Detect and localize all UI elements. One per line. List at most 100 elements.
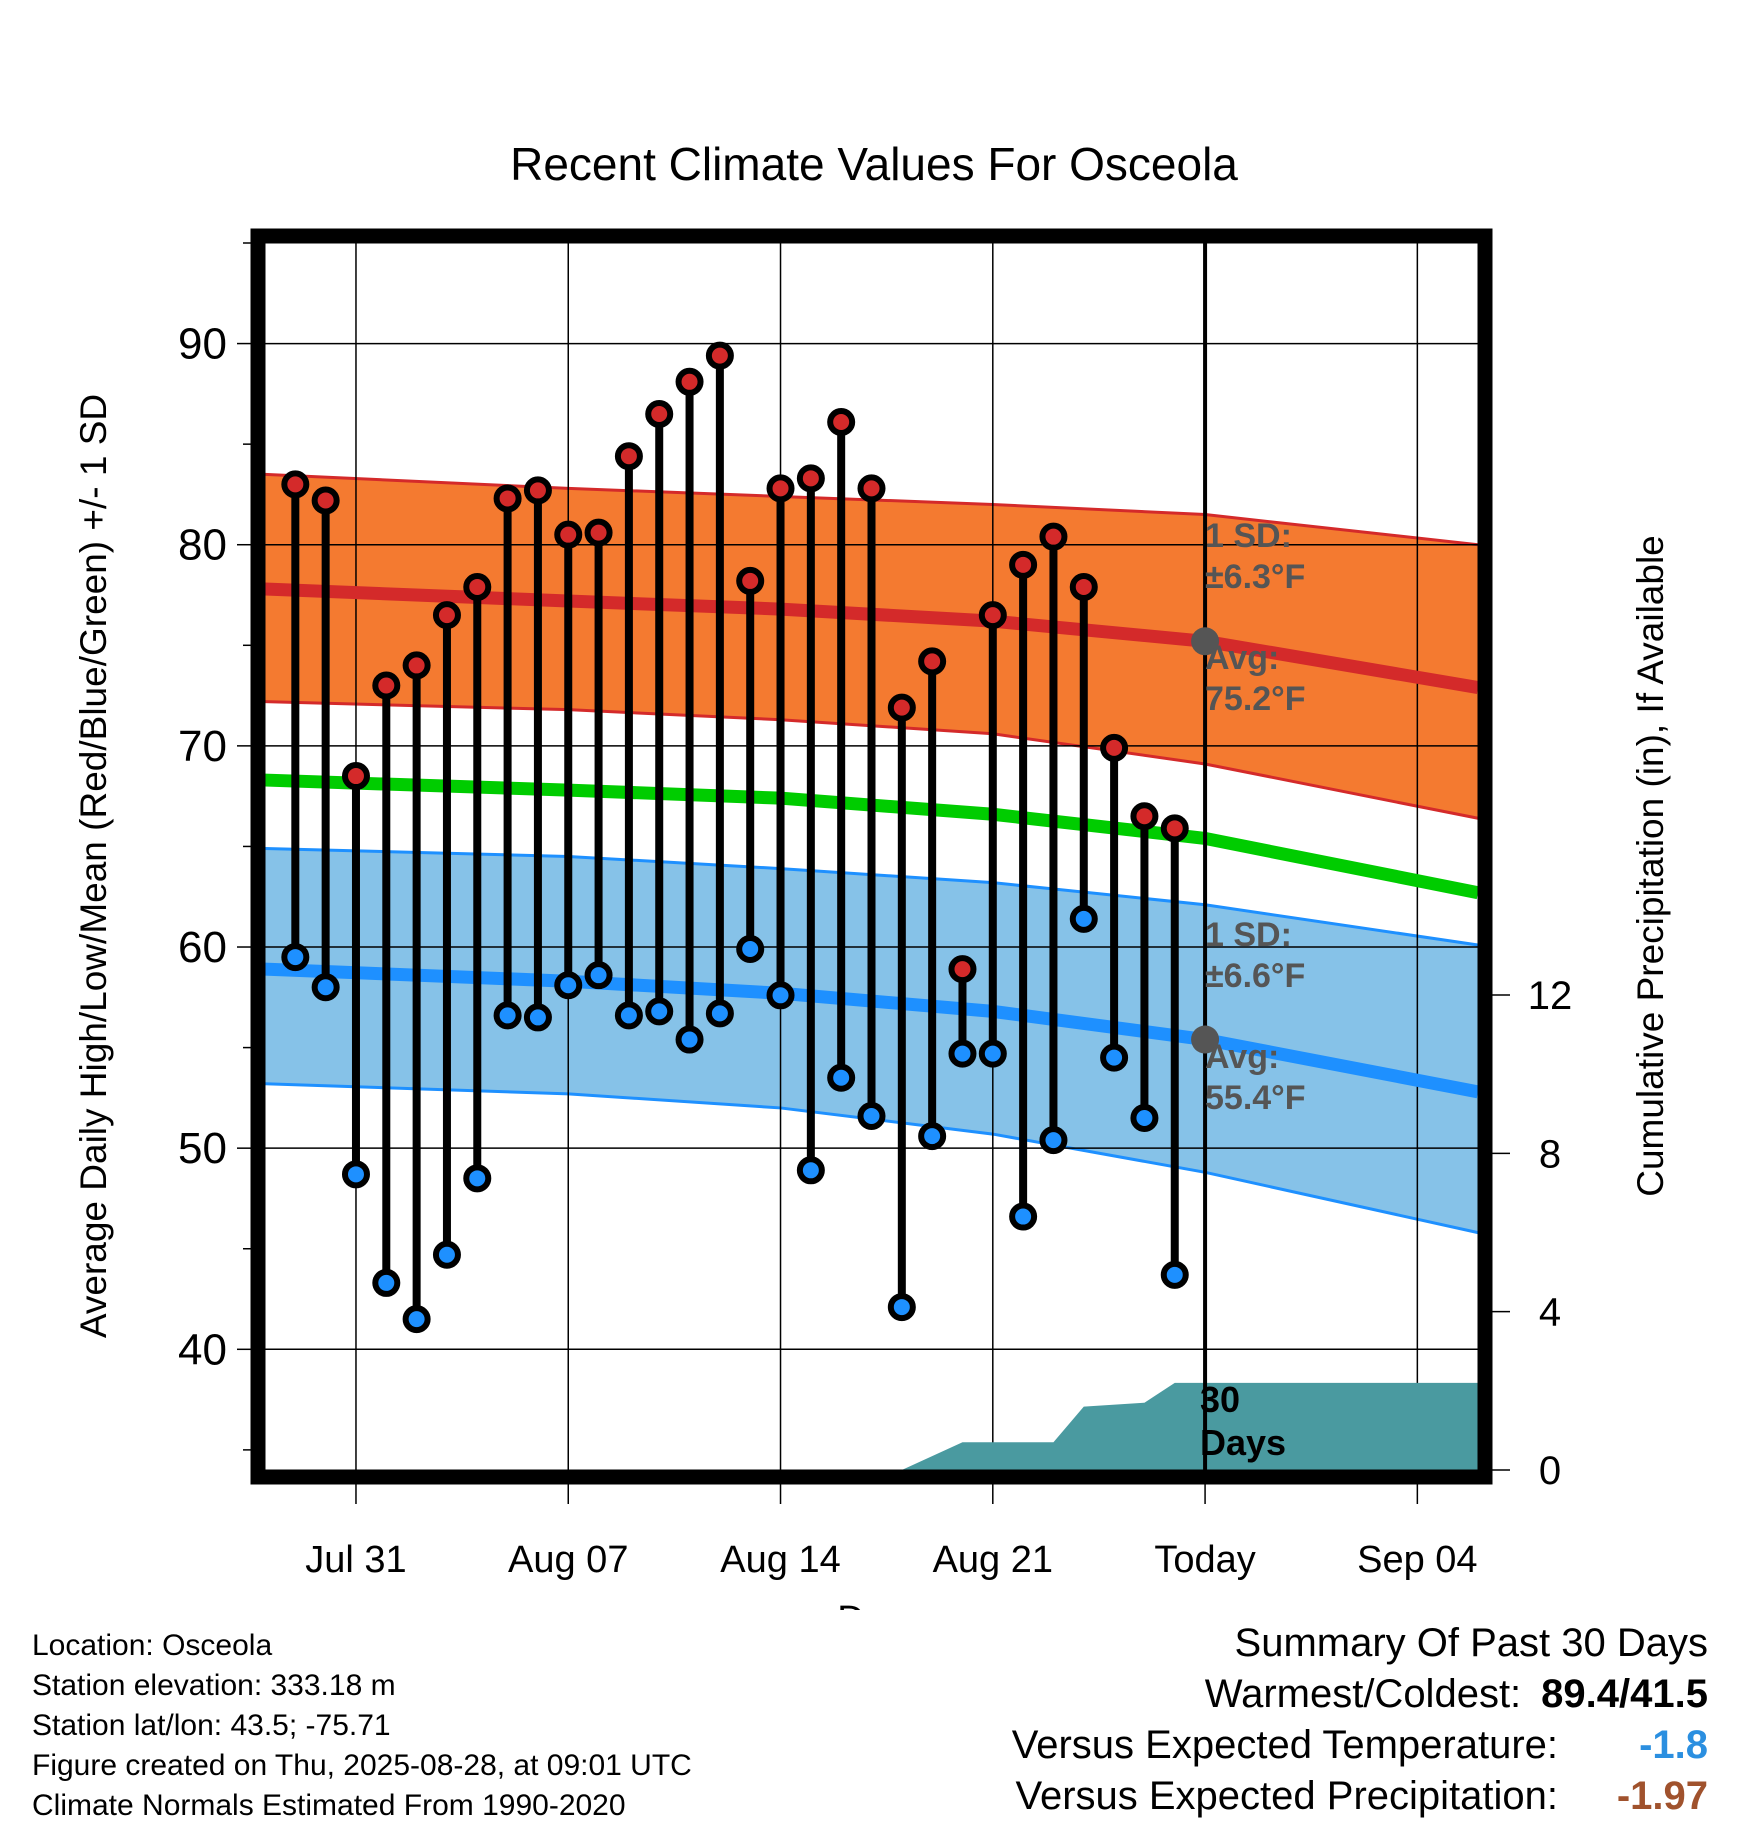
high-point bbox=[372, 671, 401, 700]
y2-tick-label: 0 bbox=[1539, 1449, 1561, 1493]
axes: 40 50 60 70 80 90 0 4 8 12 Jul 31 Aug 07 Aug 14 Aug 2… bbox=[178, 242, 1573, 1581]
high-point bbox=[736, 566, 765, 595]
low-point bbox=[614, 1001, 643, 1030]
y-tick-label: 40 bbox=[178, 1325, 227, 1374]
low-point bbox=[372, 1268, 401, 1297]
plot-border bbox=[250, 228, 1493, 1485]
precip-days-number: 30 bbox=[1200, 1379, 1240, 1420]
high-avg-value: 75.2°F bbox=[1205, 680, 1306, 718]
summary-heading: Summary Of Past 30 Days bbox=[1234, 1621, 1708, 1665]
low-point bbox=[432, 1240, 461, 1269]
low-point bbox=[1130, 1103, 1159, 1132]
low-point bbox=[1100, 1043, 1129, 1072]
high-point bbox=[796, 464, 825, 493]
high-point bbox=[1130, 802, 1159, 831]
high-upper-line bbox=[264, 472, 1479, 547]
y2-tick-label: 8 bbox=[1539, 1132, 1561, 1176]
low-upper-line bbox=[264, 846, 1479, 947]
high-point bbox=[1100, 733, 1129, 762]
summary-temp-row: Versus Expected Temperature: -1.8 bbox=[1012, 1720, 1708, 1771]
summary-warmest-row: Warmest/Coldest: 89.4/41.5 bbox=[1012, 1669, 1708, 1720]
high-sd-value: ±6.3°F bbox=[1205, 558, 1305, 596]
high-point bbox=[614, 442, 643, 471]
y2-tick-label: 4 bbox=[1539, 1291, 1561, 1335]
y-tick-label: 50 bbox=[178, 1124, 227, 1173]
x-tick-label: Aug 14 bbox=[720, 1539, 840, 1581]
low-point bbox=[1069, 904, 1098, 933]
high-point bbox=[1160, 814, 1189, 843]
high-point bbox=[311, 486, 340, 515]
low-point bbox=[887, 1293, 916, 1322]
temp-label: Versus Expected Temperature: bbox=[1011, 1723, 1558, 1767]
high-avg-line bbox=[264, 582, 1480, 694]
low-point bbox=[311, 973, 340, 1002]
high-sd-label: 1 SD: bbox=[1205, 517, 1292, 555]
location-text: Location: Osceola bbox=[32, 1629, 273, 1662]
daily-points bbox=[281, 341, 1220, 1334]
low-point bbox=[796, 1156, 825, 1185]
low-lower-line bbox=[264, 1082, 1479, 1235]
low-point bbox=[766, 981, 795, 1010]
high-point bbox=[584, 518, 613, 547]
low-point bbox=[978, 1039, 1007, 1068]
precip-cumulative-area bbox=[901, 1382, 1478, 1470]
high-point bbox=[948, 955, 977, 984]
summary-precip-row: Versus Expected Precipitation: -1.97 bbox=[1012, 1771, 1708, 1822]
high-lower-line bbox=[264, 700, 1479, 820]
station-info: Location: Osceola Station elevation: 333… bbox=[32, 1626, 692, 1826]
low-point bbox=[1009, 1202, 1038, 1231]
high-point bbox=[281, 470, 310, 499]
high-point bbox=[887, 693, 916, 722]
high-point bbox=[463, 572, 492, 601]
high-point bbox=[1069, 572, 1098, 601]
warmest-label: Warmest/Coldest: bbox=[1204, 1672, 1522, 1716]
low-point bbox=[1039, 1126, 1068, 1155]
x-tick-label: Aug 21 bbox=[933, 1539, 1053, 1581]
x-tick-label: Today bbox=[1154, 1539, 1255, 1581]
high-point bbox=[1009, 550, 1038, 579]
low-point bbox=[554, 971, 583, 1000]
y-tick-label: 90 bbox=[178, 320, 227, 369]
low-point bbox=[523, 1003, 552, 1032]
high-point bbox=[523, 476, 552, 505]
low-point bbox=[341, 1160, 370, 1189]
low-avg-line bbox=[264, 962, 1480, 1099]
high-point bbox=[554, 520, 583, 549]
precip-value: -1.97 bbox=[1616, 1774, 1708, 1818]
low-point bbox=[736, 935, 765, 964]
plot-frame bbox=[250, 228, 1493, 1485]
low-point bbox=[827, 1063, 856, 1092]
low-avg-value: 55.4°F bbox=[1205, 1079, 1306, 1117]
low-point bbox=[402, 1305, 431, 1334]
low-point bbox=[675, 1025, 704, 1054]
x-axis-label: Day bbox=[837, 1599, 905, 1610]
low-avg-label: Avg: bbox=[1205, 1038, 1279, 1076]
high-point bbox=[918, 647, 947, 676]
low-sd-label: 1 SD: bbox=[1205, 916, 1292, 954]
temp-value: -1.8 bbox=[1639, 1723, 1708, 1767]
high-avg-label: Avg: bbox=[1205, 639, 1279, 677]
low-sd-value: ±6.6°F bbox=[1205, 957, 1305, 995]
high-point bbox=[493, 484, 522, 513]
precip-label: Versus Expected Precipitation: bbox=[1015, 1774, 1558, 1818]
normals-text: Climate Normals Estimated From 1990-2020 bbox=[32, 1789, 626, 1822]
low-point bbox=[493, 1001, 522, 1030]
high-point bbox=[827, 408, 856, 437]
high-point bbox=[645, 399, 674, 428]
warmest-value: 89.4/41.5 bbox=[1541, 1672, 1708, 1716]
elevation-text: Station elevation: 333.18 m bbox=[32, 1669, 396, 1702]
low-point bbox=[281, 943, 310, 972]
latlon-text: Station lat/lon: 43.5; -75.71 bbox=[32, 1709, 391, 1742]
low-point bbox=[918, 1122, 947, 1151]
y2-tick-label: 12 bbox=[1528, 974, 1573, 1018]
high-point bbox=[402, 651, 431, 680]
x-tick-label: Aug 07 bbox=[508, 1539, 628, 1581]
mean-avg-line bbox=[264, 773, 1480, 900]
climate-chart: Recent Climate Values For Osceola 1 SD:±… bbox=[73, 138, 1671, 1610]
low-point bbox=[1160, 1260, 1189, 1289]
created-text: Figure created on Thu, 2025-08-28, at 09… bbox=[32, 1749, 692, 1782]
normal-lines bbox=[264, 582, 1480, 1099]
y2-axis-label: Cumulative Precipitation (in), If Availa… bbox=[1630, 535, 1671, 1197]
high-point bbox=[675, 367, 704, 396]
